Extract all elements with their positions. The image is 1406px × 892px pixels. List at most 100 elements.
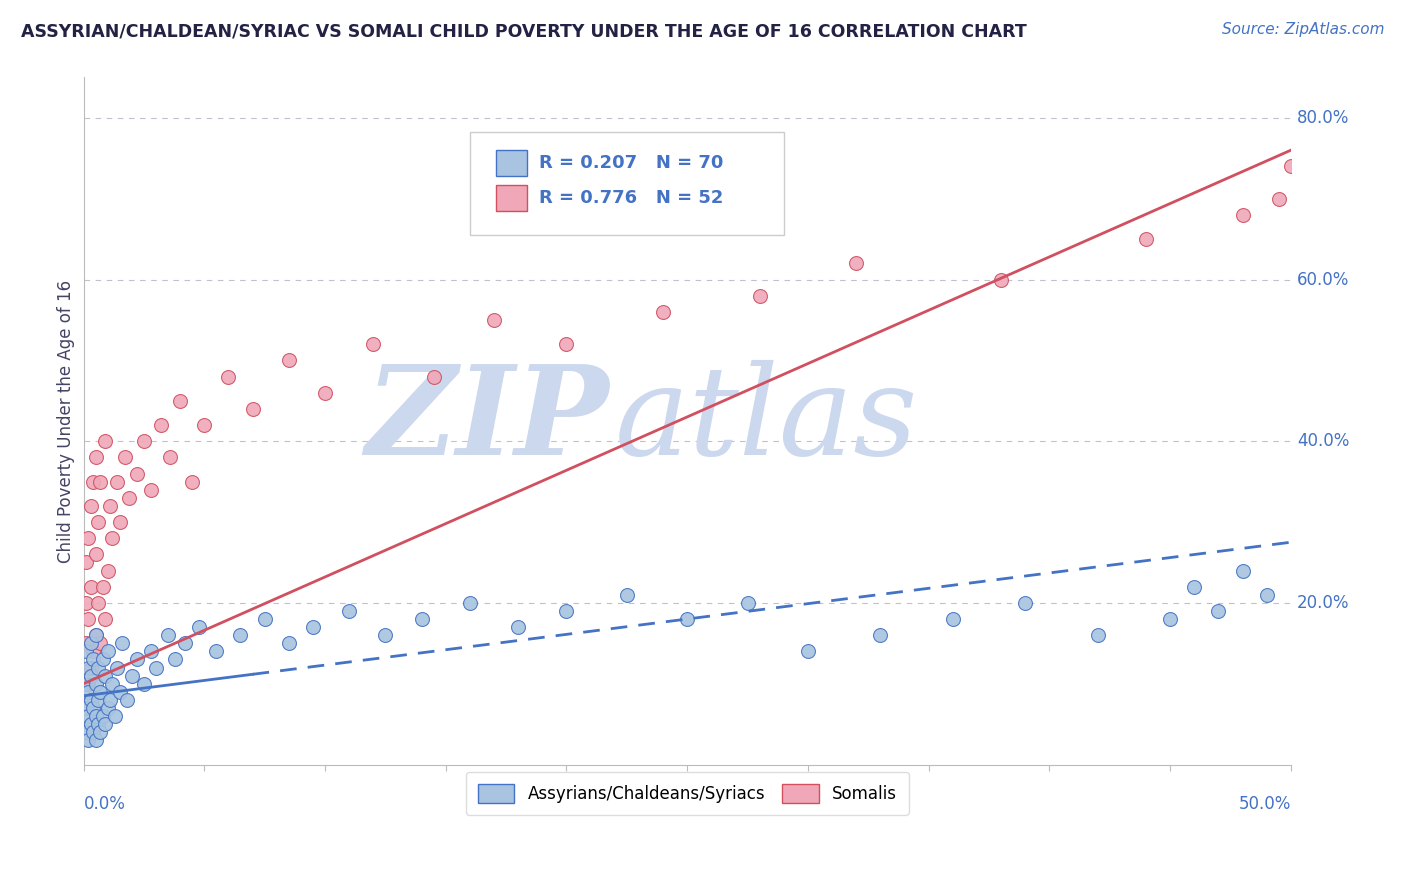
Text: R = 0.776   N = 52: R = 0.776 N = 52 [538,189,723,207]
Point [1279,159,1302,173]
Point [125,652,148,666]
Point [942,612,965,626]
Point [1256,588,1278,602]
Point [132,676,155,690]
Point [84,628,107,642]
Point [87,693,110,707]
Point [75,725,97,739]
Point [75,701,97,715]
Point [91,580,114,594]
Point [75,556,97,570]
Point [101,531,124,545]
Point [84,676,107,690]
Point [169,393,191,408]
Bar [496,185,527,211]
Point [87,717,110,731]
Point [652,305,675,319]
Point [108,515,131,529]
Point [174,636,197,650]
Point [242,401,264,416]
Point [77,531,100,545]
Point [302,620,325,634]
Point [253,612,276,626]
Point [82,644,104,658]
Point [181,475,204,489]
Point [1135,232,1157,246]
Point [94,717,117,731]
Point [84,733,107,747]
Point [108,685,131,699]
Point [797,644,820,658]
Point [77,660,100,674]
Point [104,709,127,723]
Point [97,701,120,715]
Point [314,385,336,400]
Point [748,288,770,302]
Point [145,660,167,674]
Point [411,612,433,626]
Point [737,596,759,610]
Point [139,483,162,497]
Point [132,434,155,449]
Point [101,676,124,690]
Point [75,596,97,610]
Point [1182,580,1205,594]
Legend: Assyrians/Chaldeans/Syriacs, Somalis: Assyrians/Chaldeans/Syriacs, Somalis [465,772,908,814]
Point [94,668,117,682]
Point [1014,596,1036,610]
Point [98,693,121,707]
Point [89,685,111,699]
Point [89,725,111,739]
Point [80,717,103,731]
Text: ASSYRIAN/CHALDEAN/SYRIAC VS SOMALI CHILD POVERTY UNDER THE AGE OF 16 CORRELATION: ASSYRIAN/CHALDEAN/SYRIAC VS SOMALI CHILD… [21,22,1026,40]
Point [277,353,299,368]
Bar [496,150,527,177]
Text: 40.0%: 40.0% [1296,433,1350,450]
Point [80,668,103,682]
Text: 20.0%: 20.0% [1296,594,1350,612]
Point [149,417,172,432]
Point [87,596,110,610]
Point [89,475,111,489]
Point [77,676,100,690]
Point [84,709,107,723]
Point [229,628,252,642]
Point [139,644,162,658]
Text: atlas: atlas [614,360,918,482]
Point [75,676,97,690]
Point [1232,208,1254,222]
Point [97,564,120,578]
Point [80,580,103,594]
Point [555,604,578,618]
Point [1159,612,1181,626]
Point [165,652,187,666]
Point [118,491,141,505]
Point [845,256,868,270]
Point [77,612,100,626]
Point [105,660,128,674]
Point [277,636,299,650]
Point [990,272,1012,286]
Point [87,660,110,674]
Point [1208,604,1230,618]
Point [869,628,891,642]
Point [82,701,104,715]
Point [80,636,103,650]
Point [84,547,107,561]
Point [422,369,444,384]
Point [91,652,114,666]
Point [82,475,104,489]
Text: 50.0%: 50.0% [1239,796,1291,814]
Point [84,450,107,465]
Point [80,693,103,707]
Point [676,612,699,626]
Point [121,668,143,682]
Point [361,337,384,351]
Text: ZIP: ZIP [366,360,609,482]
Y-axis label: Child Poverty Under the Age of 16: Child Poverty Under the Age of 16 [58,279,75,563]
Point [75,644,97,658]
Point [114,450,136,465]
Point [89,636,111,650]
Text: 80.0%: 80.0% [1296,109,1350,127]
Point [458,596,481,610]
